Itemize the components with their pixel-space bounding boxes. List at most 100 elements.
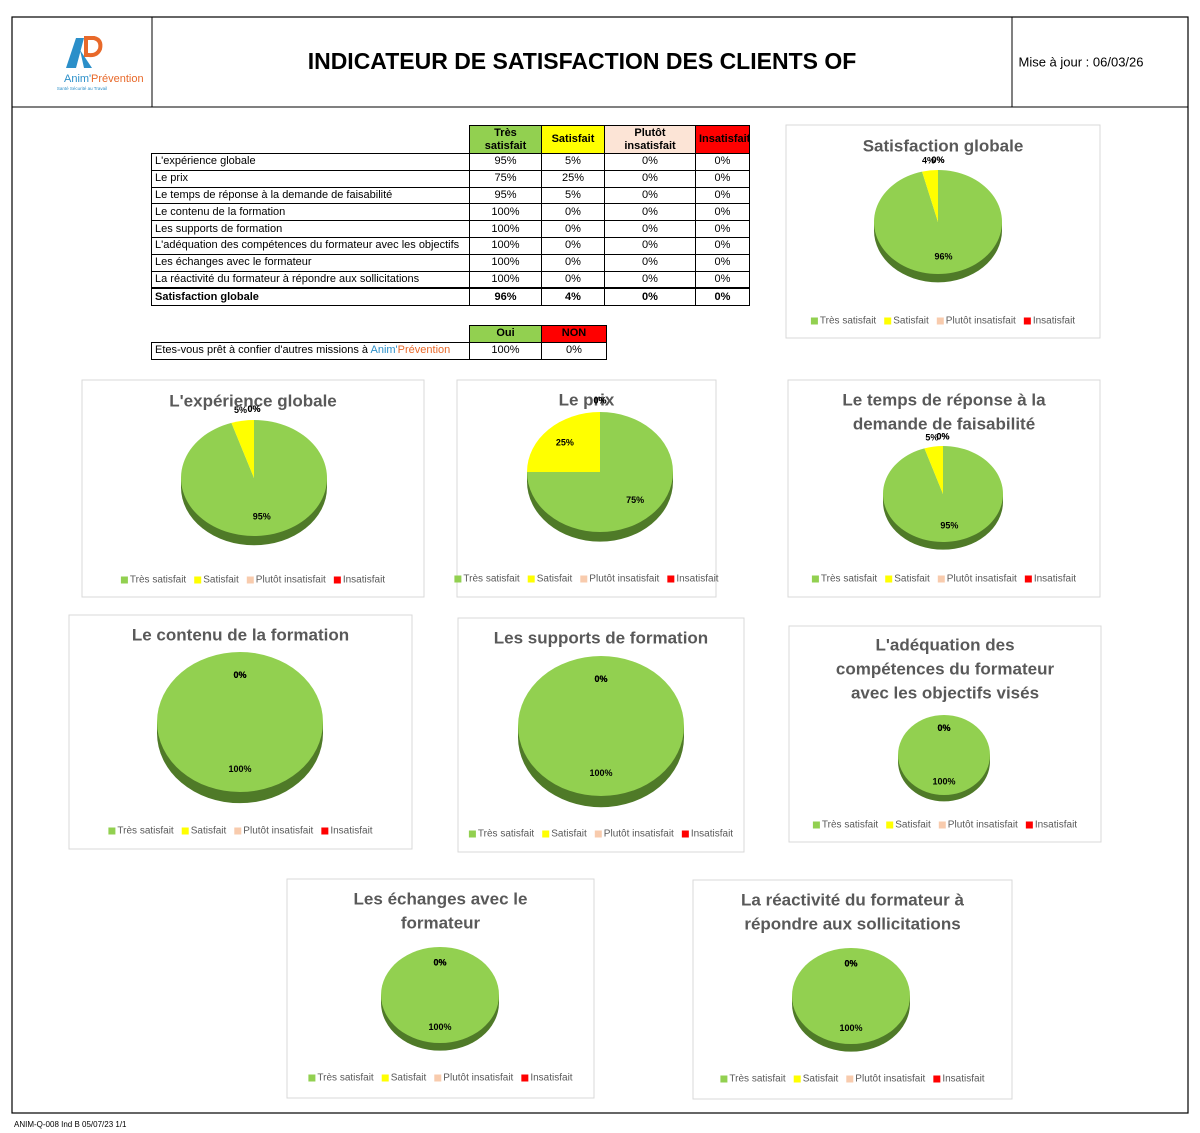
legend-swatch [885,575,893,583]
cell: 95% [469,186,542,205]
pie-slice [924,446,943,494]
data-label: 0% [433,958,446,968]
legend-swatch [793,1075,801,1083]
legend-label: Très satisfait [729,1074,786,1085]
data-label: 95% [253,511,271,521]
pie-chart: La réactivité du formateur à répondre aux… [692,879,1013,1100]
cell: 100% [469,236,542,255]
column-header: Oui [469,325,542,343]
legend-label: Satisfait [551,829,587,840]
chart-title: Le temps de réponse à la [842,390,1046,409]
legend-swatch [846,1075,854,1083]
data-label: 0% [433,958,446,968]
row-label: Le prix [151,169,470,188]
data-label: 0% [931,155,944,165]
legend-label: Satisfait [893,316,929,327]
cell: 0% [695,169,750,188]
cell: 0% [604,236,696,255]
data-label: 25% [556,438,574,448]
legend: Très satisfait Satisfait Plutôt insatisfai… [308,1073,573,1084]
legend-swatch [884,317,892,325]
legend-swatch [812,821,820,829]
chart-title: répondre aux sollicitations [744,914,960,933]
data-label: 0% [594,674,607,684]
legend-swatch [434,1074,442,1082]
cell: 5% [541,153,605,171]
legend-label: Plutôt insatisfait [589,574,659,585]
legend-swatch [321,827,329,835]
chart-title: demande de faisabilité [853,414,1035,433]
pie-slice [157,652,323,792]
cell: 0% [604,287,696,307]
table-row: Le temps de réponse à la demande de fais… [151,186,750,205]
column-header: Satisfait [541,125,605,154]
legend: Très satisfait Satisfait Plutôt insatisfai… [468,829,733,840]
legend-label: Insatisfait [530,1073,572,1084]
cell: 0% [541,341,607,360]
legend-label: Insatisfait [1035,820,1077,831]
table-row: Les supports de formation 100% 0% 0% 0% [151,220,750,238]
question-text: Etes-vous prêt à confier d'autres missio… [155,344,371,357]
footer: ANIM-Q-008 Ind B 05/07/23 1/1 [14,1120,127,1129]
data-label: 0% [233,670,246,680]
question-table: Oui NON Etes-vous prêt à confier d'autres … [151,325,607,360]
legend-swatch [886,821,894,829]
legend-swatch [454,575,462,583]
cell: 0% [604,253,696,272]
legend-label: Satisfait [191,826,227,837]
legend-label: Insatisfait [330,826,372,837]
logo-shape [80,50,92,68]
data-label: 0% [233,670,246,680]
row-label: Etes-vous prêt à confier d'autres missio… [151,341,470,360]
table-row: Satisfaction globale 96% 4% 0% 0% [151,287,750,307]
pie-chart: Le temps de réponse à la demande de faisa… [787,379,1101,598]
pie-slice [231,420,254,478]
legend-swatch [542,830,550,838]
cell: 100% [469,220,542,238]
data-label: 0% [594,674,607,684]
legend-label: Très satisfait [463,574,520,585]
cell: 75% [469,169,542,188]
pie-slice [922,170,938,222]
legend-swatch [810,317,818,325]
page-border [11,16,1189,1114]
pie-slice [518,656,684,796]
cell: 5% [541,186,605,205]
row-label: Les échanges avec le formateur [151,253,470,272]
legend-swatch [246,576,254,584]
legend-swatch [308,1074,316,1082]
cell: 0% [695,287,750,307]
cell: 96% [469,287,542,307]
cell: 0% [695,203,750,222]
legend-label: Très satisfait [820,316,877,327]
pie-slice [792,948,910,1044]
table-row: La réactivité du formateur à répondre au… [151,270,750,289]
data-label: 100% [428,1022,451,1032]
legend-swatch [194,576,202,584]
data-label: 0% [937,723,950,733]
cell: 95% [469,153,542,171]
data-label: 0% [937,723,950,733]
data-label: 0% [936,432,949,442]
data-label: 0% [247,404,260,414]
data-label: 100% [228,764,251,774]
logo-brand: Prévention [91,73,144,85]
column-header: Insatisfait [695,125,750,154]
chart-title: Le contenu de la formation [132,625,349,644]
legend-swatch [594,830,602,838]
legend-label: Plutôt insatisfait [256,575,326,586]
legend-swatch [936,317,944,325]
legend-label: Insatisfait [343,575,385,586]
data-label: 0% [233,670,246,680]
legend-swatch [1023,317,1031,325]
legend-swatch [1024,575,1032,583]
data-label: 0% [844,959,857,969]
row-label: L'expérience globale [151,153,470,171]
logo-shape [66,38,84,68]
header-row: Oui NON [152,325,607,343]
data-label: 96% [934,251,952,261]
data-label: 100% [589,768,612,778]
legend: Très satisfait Satisfait Plutôt insatisfai… [120,575,385,586]
pie-slice [381,947,499,1043]
